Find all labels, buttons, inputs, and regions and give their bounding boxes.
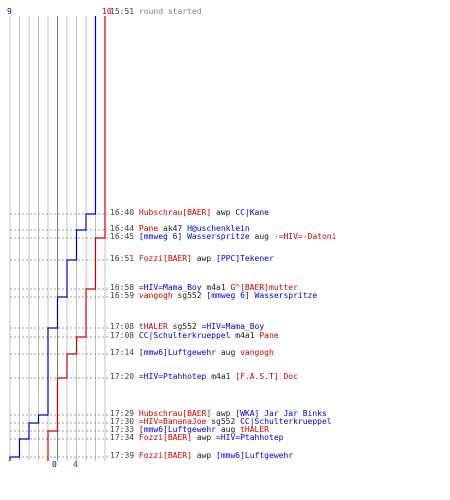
step-lines [9,16,106,461]
event-row: 16:40 Hubschrau[BAER] awp CC|Kane [110,208,269,217]
event-victim: CC|Schulterkrueppel [240,417,332,426]
event-weapon: m4a1 [211,372,231,381]
event-weapon: awp [196,451,212,460]
event-victim: =HIV=Ptahhotep [216,433,284,442]
event-weapon: sg552 [177,291,202,300]
event-time: 17:08 [110,331,135,340]
blue-start-count: 9 [7,7,12,16]
event-note: round started [138,7,202,16]
event-weapon: aug [220,425,236,434]
event-attacker: CC|Schulterkrueppel [138,331,231,340]
event-attacker: Fozzi[BAER] [138,254,192,263]
event-row: 17:14 [mmw6]Luftgewehr aug vangogh [110,348,274,357]
event-attacker: Fozzi[BAER] [138,451,192,460]
event-attacker: [mmweg 6] Wasserspritze [138,232,250,241]
event-victim: [WKA] Jar Jar Binks [235,409,327,418]
event-row: 17:30 =HIV=BananaJoe sg552 CC|Schulterkr… [110,417,332,426]
event-row: 17:08 CC|Schulterkrueppel m4a1 Pane [110,331,279,340]
event-row: 16:59 vangogh sg552 [mmweg 6] Wasserspri… [110,291,317,300]
red-start-count: 10 [102,7,112,16]
event-weapon: awp [216,409,231,418]
event-time: 17:08 [110,322,135,331]
event-row: 16:58 =HIV=Mama_Boy m4a1 G^[BAER]mutter [110,283,298,292]
event-victim: H@uschenklein [187,224,250,233]
event-victim: -=HIV=-Datoni [273,232,337,241]
event-weapon: awp [196,433,212,442]
event-time: 17:29 [110,409,135,418]
event-attacker: Fozzi[BAER] [138,433,192,442]
event-row: 17:08 tHALER sg552 =HIV=Mama_Boy [110,322,264,331]
event-victim: vangogh [240,348,274,357]
event-weapon: aug [254,232,269,241]
event-victim: [PPC]Tekener [216,254,274,263]
event-victim: Pane [259,331,279,340]
event-row: 17:20 =HIV=Ptahhotep m4a1 [F.A.S.T] Doc [110,372,298,381]
event-attacker: Hubschrau[BAER] [138,208,212,217]
event-time: 16:59 [110,291,135,300]
blue-end-count: 0 [52,460,57,469]
event-weapon: m4a1 [235,331,255,340]
event-victim: [mmw6]Luftgewehr [216,451,294,460]
event-attacker: =HIV=Mama_Boy [138,283,202,292]
event-time: 17:33 [110,425,135,434]
event-attacker: vangogh [138,291,173,300]
event-time: 15:51 [110,7,135,16]
event-attacker: =HIV=BananaJoe [138,417,207,426]
event-victim: [mmweg 6] Wasserspritze [206,291,318,300]
event-attacker: =HIV=Ptahhotep [138,372,207,381]
event-time: 17:20 [110,372,135,381]
event-time: 17:34 [110,433,135,442]
event-weapon: aug [220,348,236,357]
event-weapon: m4a1 [206,283,226,292]
event-victim: [F.A.S.T] Doc [235,372,298,381]
event-row: 16:44 Pane ak47 H@uschenklein [110,224,250,233]
event-time: 17:30 [110,417,135,426]
event-victim: tHALER [240,425,269,434]
event-row: 17:39 Fozzi[BAER] awp [mmw6]Luftgewehr [110,451,293,460]
event-weapon: ak47 [163,224,183,233]
event-row: 15:51 round started [110,7,202,16]
event-row: 16:51 Fozzi[BAER] awp [PPC]Tekener [110,254,274,263]
blue-team-alive-line [9,16,97,461]
event-weapon: sg552 [172,322,197,331]
event-time: 16:40 [110,208,135,217]
event-weapon: sg552 [211,417,236,426]
event-row: 17:33 [mmw6]Luftgewehr aug tHALER [110,425,269,434]
event-victim: G^[BAER]mutter [230,283,298,292]
event-attacker: Pane [138,224,159,233]
event-attacker: tHALER [138,322,168,331]
event-time: 16:58 [110,283,135,292]
red-team-alive-line [47,16,106,461]
event-attacker: Hubschrau[BAER] [138,409,212,418]
event-time: 16:44 [110,224,135,233]
event-attacker: [mmw6]Luftgewehr [138,425,216,434]
event-row: 16:45 [mmweg 6] Wasserspritze aug -=HIV=… [110,232,336,241]
event-weapon: awp [196,254,212,263]
event-time: 17:39 [110,451,135,460]
event-victim: CC|Kane [235,208,269,217]
event-victim: =HIV=Mama_Boy [201,322,265,331]
event-time: 16:45 [110,232,135,241]
event-time: 16:51 [110,254,135,263]
event-row: 17:29 Hubschrau[BAER] awp [WKA] Jar Jar … [110,409,327,418]
red-end-count: 4 [73,460,78,469]
event-time: 17:14 [110,348,135,357]
event-weapon: awp [216,208,231,217]
event-attacker: [mmw6]Luftgewehr [138,348,216,357]
event-row: 17:34 Fozzi[BAER] awp =HIV=Ptahhotep [110,433,283,442]
